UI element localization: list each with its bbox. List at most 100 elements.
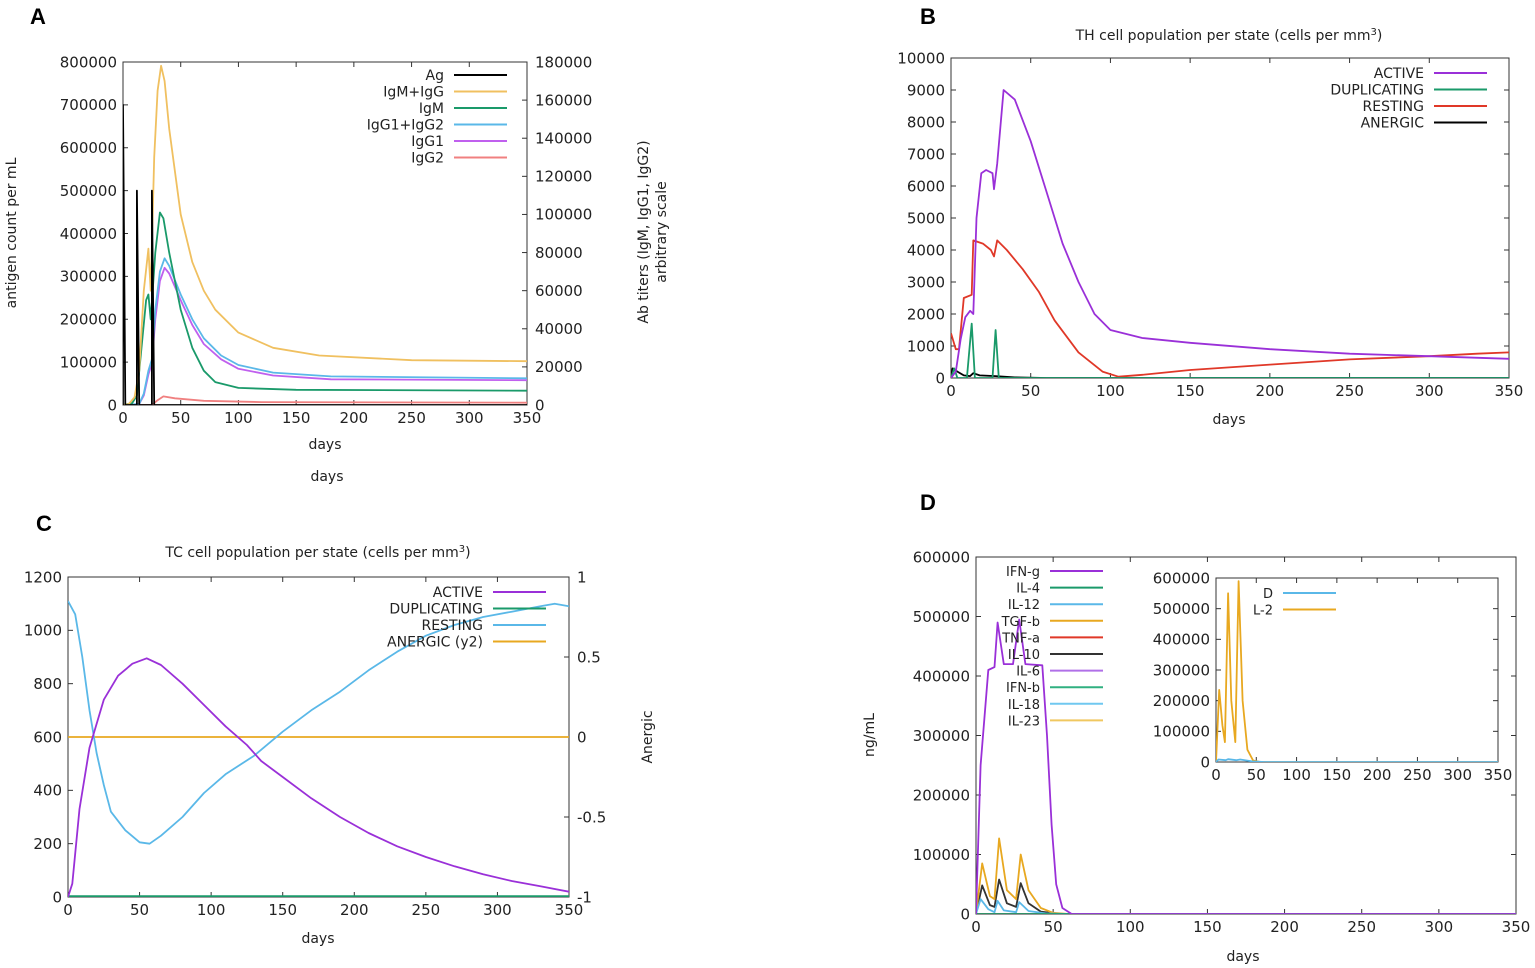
chart-a-y2tick-label: 160000 <box>535 91 592 109</box>
chart-d-xtick-label: 0 <box>971 918 981 936</box>
chart-b-legend-label: DUPLICATING <box>1330 83 1424 99</box>
chart-d-legend-label: TNF-a <box>1001 631 1040 646</box>
chart-b-series-group <box>951 89 1509 378</box>
chart-b-ytick-label: 2000 <box>907 305 945 323</box>
chart-a-xtick-label: 300 <box>455 409 484 427</box>
chart-a-legend-label: IgG2 <box>411 151 444 167</box>
chart-d-xtick-label: 150 <box>1193 918 1222 936</box>
chart-a-legend-label: Ag <box>426 68 444 84</box>
chart-d-inset-series-group <box>1216 580 1498 762</box>
chart-d-inset-xtick-label: 150 <box>1323 766 1352 784</box>
chart-a-ytick-label: 800000 <box>60 53 117 71</box>
chart-c-ytick-label: 400 <box>33 782 62 800</box>
chart-b-series-duplicating <box>951 322 1509 378</box>
chart-a-xtick-label: 0 <box>118 409 128 427</box>
chart-c-xtick-label: 200 <box>340 901 369 919</box>
chart-a-xlabel: days <box>308 437 341 453</box>
chart-d-series-ifn-g <box>976 618 1516 914</box>
chart-c-xtick-label: 50 <box>130 901 149 919</box>
panel-label-a: A <box>30 4 46 29</box>
chart-c-xtick-label: 300 <box>483 901 512 919</box>
chart-d-inset-xtick-label: 50 <box>1247 766 1266 784</box>
chart-b-legend-label: ACTIVE <box>1374 66 1424 82</box>
chart-c-xtick-label: 250 <box>412 901 441 919</box>
chart-d-inset-ytick-label: 100000 <box>1153 723 1210 741</box>
panel-label-c: C <box>36 511 52 536</box>
chart-a-xtick-label: 200 <box>340 409 369 427</box>
chart-a-legend-label: IgM <box>419 101 444 117</box>
chart-d-xtick-label: 200 <box>1270 918 1299 936</box>
chart-b-xtick-label: 100 <box>1096 382 1125 400</box>
chart-b-series-anergic <box>951 367 1509 378</box>
chart-b-xtick-label: 300 <box>1415 382 1444 400</box>
chart-a-y2tick-label: 40000 <box>535 320 583 338</box>
chart-d-inset: 0 50 100 150 200 250 300 350 0 100000 200000 300000… <box>1153 569 1513 784</box>
chart-d-series-il-12 <box>976 898 1516 914</box>
chart-b-ytick-label: 3000 <box>907 273 945 291</box>
chart-d-plot: 0 50 100 150 200 250 300 350 0 100000 200000 300000… <box>913 548 1531 936</box>
chart-d-ytick-label: 600000 <box>913 548 970 566</box>
chart-d-legend-label: IL-23 <box>1008 714 1040 729</box>
chart-c-ytick-label: 0 <box>52 888 62 906</box>
chart-d-ytick-label: 0 <box>960 905 970 923</box>
chart-c-y2tick-label: 0 <box>577 728 587 746</box>
chart-a-xtick-label: 350 <box>513 409 542 427</box>
chart-d-inset-ytick-label: 600000 <box>1153 569 1210 587</box>
chart-d-inset-legend-label: D <box>1263 587 1273 602</box>
chart-c-title: TC cell population per state (cells per … <box>164 544 470 562</box>
chart-a-ylabel: antigen count per mL <box>4 157 20 308</box>
chart-b-xtick-label: 350 <box>1495 382 1524 400</box>
chart-c-ytick-label: 800 <box>33 675 62 693</box>
chart-a-ytick-label: 600000 <box>60 139 117 157</box>
chart-c-y2tick-label: 1 <box>577 568 587 586</box>
chart-a-series-igm-igg <box>123 64 527 405</box>
chart-c-ytick-label: 1000 <box>24 622 62 640</box>
chart-d-ytick-label: 300000 <box>913 727 970 745</box>
chart-c-xtick-label: 150 <box>268 901 297 919</box>
chart-c-xtick-label: 350 <box>555 901 584 919</box>
chart-d-xlabel: days <box>1226 949 1259 965</box>
chart-c-legend-label: ANERGIC (y2) <box>387 635 483 651</box>
chart-a-y2tick-label: 80000 <box>535 244 583 262</box>
chart-d-xtick-label: 50 <box>1044 918 1063 936</box>
chart-a-ytick-label: 500000 <box>60 182 117 200</box>
chart-a: 0 50 100 150 200 250 300 3500100000200000300000… <box>4 53 670 485</box>
chart-a-y2tick-label: 60000 <box>535 282 583 300</box>
chart-a-y2tick-label: 0 <box>535 396 545 414</box>
chart-c-y2tick-label: -0.5 <box>577 808 606 826</box>
chart-d-legend-label: IL-6 <box>1016 665 1040 680</box>
chart-d-inset-legend-label: L-2 <box>1253 604 1273 619</box>
chart-c-series-group <box>68 600 569 897</box>
panel-label-b: B <box>920 4 936 29</box>
chart-b-ytick-label: 8000 <box>907 113 945 131</box>
chart-d-ytick-label: 100000 <box>913 846 970 864</box>
chart-a-y2tick-label: 100000 <box>535 206 592 224</box>
chart-d-xtick-label: 350 <box>1502 918 1531 936</box>
chart-a-ytick-label: 300000 <box>60 268 117 286</box>
chart-b-xtick-label: 200 <box>1256 382 1285 400</box>
chart-d-xtick-label: 100 <box>1116 918 1145 936</box>
chart-a-xtick-label: 150 <box>282 409 311 427</box>
chart-d-legend-label: IL-4 <box>1016 582 1040 597</box>
chart-a-ytick-label: 100000 <box>60 353 117 371</box>
chart-d-inset-xtick-label: 300 <box>1443 766 1472 784</box>
chart-a-y2label-line2: arbitrary scale <box>654 181 670 283</box>
chart-a-plot: 0 50 100 150 200 250 300 3500100000200000300000… <box>60 53 593 427</box>
chart-b-title: TH cell population per state (cells per … <box>1075 27 1383 45</box>
chart-d-legend-label: IL-10 <box>1008 648 1040 663</box>
chart-d-xtick-label: 300 <box>1425 918 1454 936</box>
chart-d-inset-xtick-label: 200 <box>1363 766 1392 784</box>
chart-d-inset-series-d <box>1216 758 1498 762</box>
chart-c-legend-label: DUPLICATING <box>389 602 483 618</box>
chart-d-ytick-label: 400000 <box>913 667 970 685</box>
chart-a-y2tick-label: 120000 <box>535 168 592 186</box>
chart-b: TH cell population per state (cells per … <box>897 27 1523 429</box>
chart-b-ytick-label: 10000 <box>897 49 945 67</box>
chart-c-legend-label: RESTING <box>422 618 483 634</box>
panel-label-d: D <box>920 490 936 515</box>
chart-a-ytick-label: 700000 <box>60 96 117 114</box>
chart-d: 0 50 100 150 200 250 300 350 0 100000 200000 300000… <box>862 548 1530 965</box>
chart-c-xtick-label: 0 <box>63 901 73 919</box>
chart-c-ytick-label: 200 <box>33 835 62 853</box>
